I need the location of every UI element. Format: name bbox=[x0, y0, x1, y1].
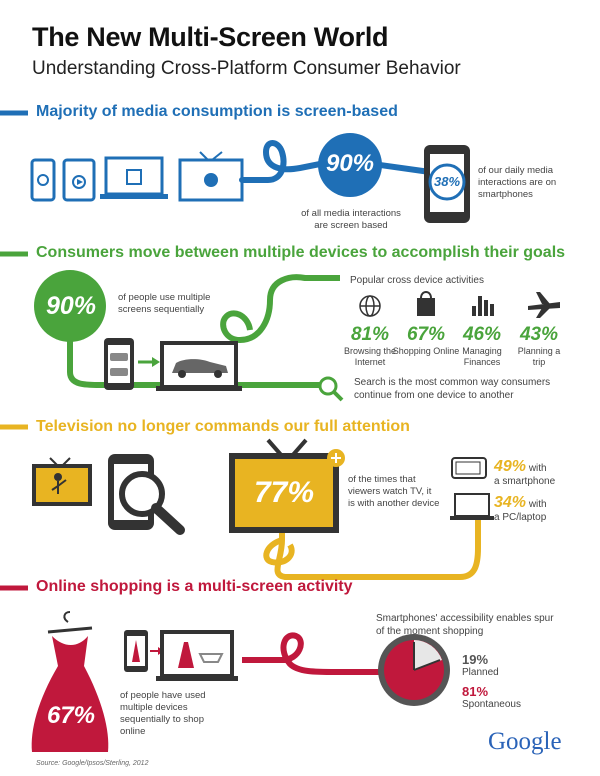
activity-shopping-label: Shopping Online bbox=[392, 346, 460, 356]
section3-big-caption: of the times that viewers watch TV, it i… bbox=[348, 474, 440, 509]
section1-heading: Majority of media consumption is screen-… bbox=[36, 103, 398, 120]
google-logo: Google bbox=[488, 728, 562, 755]
pc-label: a PC/laptop bbox=[494, 512, 547, 523]
activity-finances-pct: 46% bbox=[462, 324, 502, 345]
activity-browsing-pct: 81% bbox=[350, 324, 390, 345]
pc-stat: 34% with a PC/laptop bbox=[494, 494, 547, 523]
activities-title: Popular cross device activities bbox=[350, 275, 484, 286]
planned-stat: 19% Planned bbox=[462, 652, 499, 678]
pc-with: with bbox=[528, 499, 547, 510]
bar-chart-icon bbox=[472, 296, 494, 316]
smartphone-stat: 49% with a smartphone bbox=[494, 458, 555, 487]
tv-icon bbox=[178, 151, 244, 202]
section4-heading: Online shopping is a multi-screen activi… bbox=[36, 578, 353, 595]
section4-big-caption: of people have used multiple devices seq… bbox=[120, 690, 206, 737]
smartphone-label: a smartphone bbox=[494, 476, 556, 487]
laptop-icon bbox=[100, 156, 168, 199]
page-title: The New Multi-Screen World bbox=[32, 22, 389, 52]
smartphone-pct: 49% bbox=[494, 458, 527, 475]
source-note: Source: Google/Ipsos/Sterling, 2012 bbox=[36, 760, 149, 767]
planned-label: Planned bbox=[462, 667, 499, 678]
section1-phone-caption: of our daily media interactions are on s… bbox=[478, 165, 557, 200]
section2-big-caption: of people use multiple screens sequentia… bbox=[118, 292, 211, 315]
section2-big-pct: 90% bbox=[45, 292, 97, 320]
section4-big-pct: 67% bbox=[46, 702, 96, 729]
section1-phone-pct: 38% bbox=[433, 174, 461, 189]
section3-big-pct: 77% bbox=[253, 476, 315, 509]
activity-browsing-label: Browsing the Internet bbox=[343, 346, 397, 367]
search-caption: Search is the most common way consumers … bbox=[354, 377, 551, 401]
section1-big-caption: of all media interactions are screen bas… bbox=[301, 208, 401, 231]
activity-trip-label: Planning a trip bbox=[517, 346, 561, 367]
globe-icon bbox=[359, 295, 381, 317]
smartphone-with: with bbox=[528, 463, 547, 474]
spontaneous-pct: 81% bbox=[462, 684, 489, 699]
airplane-icon bbox=[528, 292, 560, 318]
page-subtitle: Understanding Cross-Platform Consumer Be… bbox=[32, 58, 461, 79]
shopping-bag-icon bbox=[417, 291, 435, 316]
phone-icon bbox=[30, 158, 56, 202]
planned-pct: 19% bbox=[462, 652, 489, 667]
activity-finances-label: Managing Finances bbox=[462, 346, 502, 367]
spontaneous-label: Spontaneous bbox=[462, 699, 521, 710]
activity-shopping-pct: 67% bbox=[406, 324, 446, 345]
tablet-icon bbox=[62, 158, 96, 202]
pc-pct: 34% bbox=[494, 494, 527, 511]
spur-caption: Smartphones' accessibility enables spur … bbox=[376, 613, 554, 637]
spontaneous-stat: 81% Spontaneous bbox=[462, 684, 521, 710]
activity-trip-pct: 43% bbox=[519, 324, 559, 345]
section2-heading: Consumers move between multiple devices … bbox=[36, 244, 566, 261]
section3-heading: Television no longer commands our full a… bbox=[36, 418, 410, 435]
section1-big-pct: 90% bbox=[325, 150, 375, 177]
